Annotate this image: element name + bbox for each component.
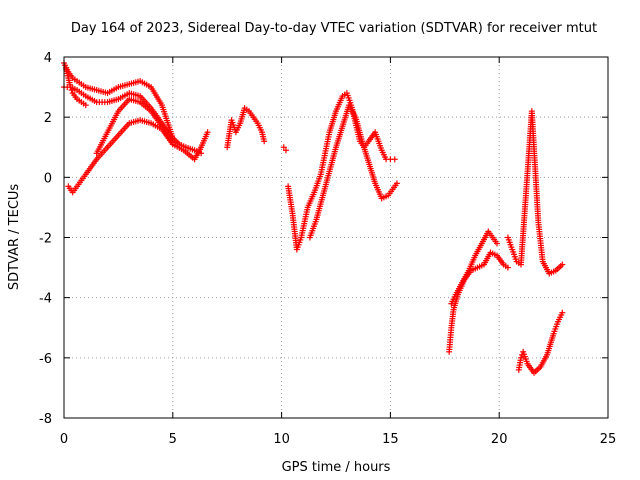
y-tick-label: -8 <box>39 412 52 427</box>
series-arc-h <box>285 90 398 253</box>
series-arc-e <box>65 117 176 196</box>
plot-frame <box>63 56 609 419</box>
x-tick-label: 20 <box>491 432 508 447</box>
data-point <box>393 180 400 187</box>
y-tick-label: -6 <box>39 352 52 367</box>
data-point <box>261 138 268 145</box>
axis-ticks: 0 5 10 15 20 25 -8 -6 -4 -2 0 2 4 <box>39 51 616 447</box>
series-arc-g <box>280 144 289 154</box>
data-point <box>559 309 566 316</box>
series-arc-i <box>306 102 400 241</box>
x-axis-label: GPS time / hours <box>282 460 391 475</box>
data-point <box>504 264 511 271</box>
series-arc-k <box>448 228 501 307</box>
y-tick-label: -2 <box>39 232 52 247</box>
series-arc-j <box>446 249 511 355</box>
series-arc-f <box>224 105 268 151</box>
series-arc-m <box>515 309 566 376</box>
data-point <box>280 144 287 151</box>
data-point <box>68 87 75 94</box>
series-arc-a <box>61 84 205 157</box>
x-tick-label: 5 <box>169 432 177 447</box>
y-tick-label: 0 <box>44 171 52 186</box>
y-tick-label: 2 <box>44 111 52 126</box>
data-point <box>517 354 524 361</box>
chart-title: Day 164 of 2023, Sidereal Day-to-day VTE… <box>71 21 597 36</box>
data-point <box>282 147 289 154</box>
series-arc-l <box>504 108 566 277</box>
data-point <box>391 156 398 163</box>
data-points <box>61 60 566 376</box>
x-tick-label: 15 <box>382 432 399 447</box>
data-point <box>169 141 176 148</box>
x-tick-label: 10 <box>273 432 290 447</box>
y-tick-label: -4 <box>39 292 52 307</box>
x-tick-label: 25 <box>600 432 617 447</box>
data-point <box>82 102 89 109</box>
y-axis-label: SDTVAR / TECUs <box>7 184 22 291</box>
data-point <box>67 84 74 91</box>
x-tick-label: 0 <box>60 432 68 447</box>
data-point <box>559 261 566 268</box>
series-arc-c <box>63 66 89 109</box>
data-point <box>494 240 501 247</box>
y-tick-label: 4 <box>44 51 52 66</box>
data-point <box>204 129 211 136</box>
